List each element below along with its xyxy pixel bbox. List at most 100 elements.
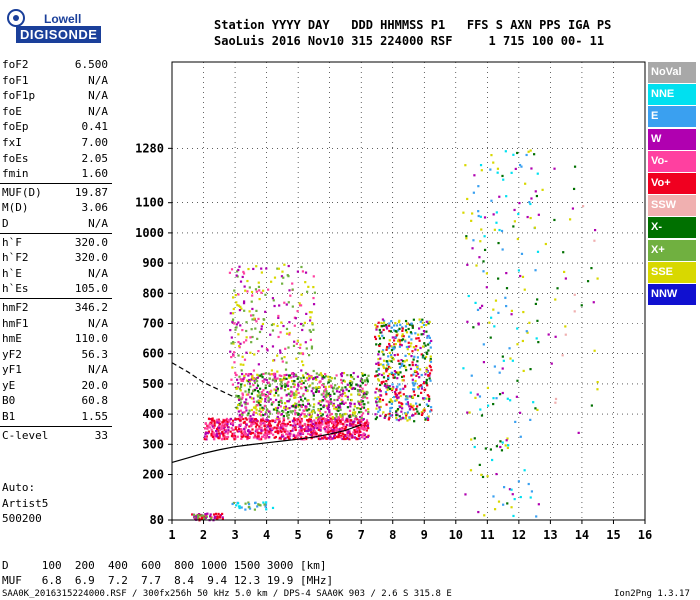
echo-point [264,400,267,403]
echo-point [285,412,288,415]
echo-point [426,418,430,422]
echo-point [259,374,262,377]
echo-point [421,321,424,324]
echo-point [246,433,249,436]
echo-point [535,337,538,340]
echo-point [385,360,388,363]
echo-point [211,419,214,422]
echo-point [255,408,258,411]
echo-point [537,213,540,216]
echo-point [312,406,315,409]
echo-point [404,398,407,401]
echo-point [345,423,348,427]
echo-point [374,396,377,400]
echo-point [255,428,258,431]
echo-point [297,375,300,379]
echo-point [242,302,246,305]
echo-point [283,430,286,433]
echo-point [561,354,564,357]
legend-item: NNE [648,84,696,106]
echo-point [376,378,380,381]
echo-point [353,420,356,423]
echo-point [529,496,532,499]
echo-point [232,501,235,505]
echo-point [264,395,267,398]
echo-point [297,418,300,421]
echo-point [297,383,300,386]
echo-point [428,364,431,367]
echo-point [273,419,277,423]
echo-point [247,267,250,271]
echo-point [309,415,312,418]
echo-point [374,337,378,341]
echo-point [285,377,288,380]
echo-point [231,502,234,506]
echo-point [308,377,311,380]
echo-point [404,385,407,388]
echo-point [322,437,325,440]
echo-point [426,384,429,387]
echo-point [276,424,279,427]
echo-point [497,241,500,245]
echo-point [504,150,507,153]
echo-point [474,396,477,399]
echo-point [234,371,237,374]
echo-point [518,201,521,205]
echo-point [361,418,365,421]
echo-point [493,228,496,231]
echo-point [410,395,413,398]
echo-point [268,426,271,429]
echo-point [354,411,357,414]
echo-point [240,404,243,407]
echo-point [243,285,246,288]
echo-point [304,271,308,274]
echo-point [395,388,398,392]
echo-point [404,325,408,328]
echo-point [483,248,487,252]
echo-point [252,369,256,372]
echo-point [335,435,339,438]
echo-point [400,339,403,342]
echo-point [300,382,303,386]
echo-point [425,368,428,371]
echo-point [534,407,537,410]
echo-point [420,387,424,390]
echo-point [301,427,304,431]
echo-point [264,413,267,416]
echo-point [284,347,287,350]
echo-point [513,220,516,223]
echo-point [482,343,485,346]
echo-point [258,387,262,390]
echo-point [330,385,333,388]
echo-point [363,373,367,377]
echo-point [513,498,516,501]
echo-point [237,333,240,336]
echo-point [233,435,237,438]
echo-point [358,389,362,392]
echo-point [254,327,257,330]
echo-point [288,331,291,335]
echo-point [379,400,382,403]
echo-point [418,327,421,330]
echo-point [302,363,305,367]
echo-point [297,391,300,395]
echo-point [285,327,289,331]
echo-point [423,408,426,411]
echo-point [313,403,316,406]
echo-point [245,393,248,396]
echo-point [262,393,266,396]
echo-point [263,503,266,506]
echo-point [261,322,265,326]
echo-point [467,294,470,298]
echo-point [321,377,324,380]
echo-point [518,163,522,167]
echo-point [492,213,495,216]
echo-point [250,378,253,381]
echo-point [301,379,304,383]
echo-point [425,370,428,373]
echo-point [243,401,246,404]
echo-point [409,331,413,334]
echo-point [263,404,266,407]
echo-point [208,515,212,518]
echo-point [382,376,386,379]
